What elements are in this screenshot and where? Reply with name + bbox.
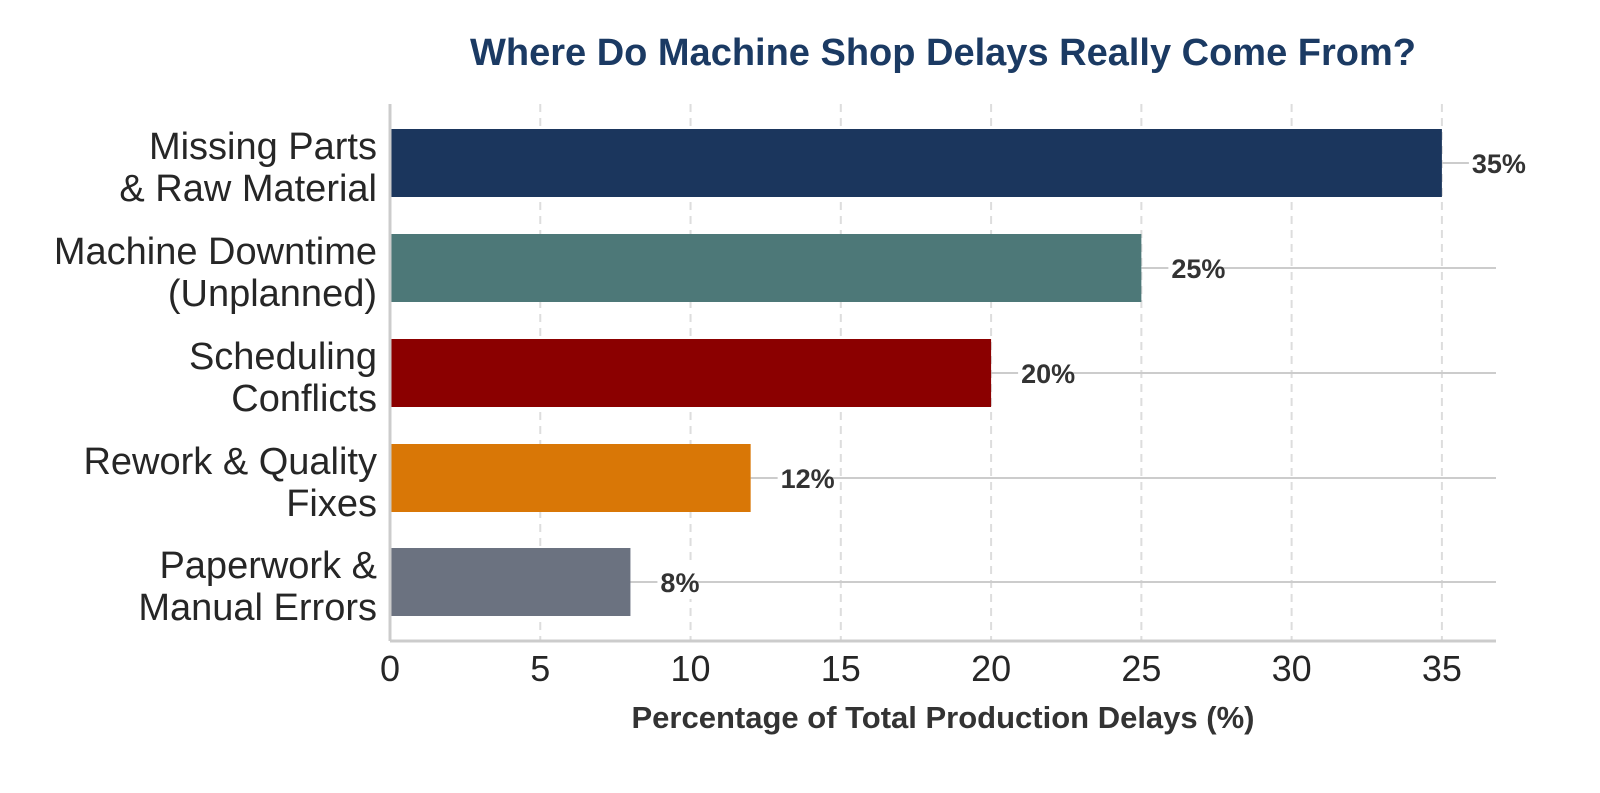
category-label: Rework & Quality Fixes — [83, 441, 377, 525]
bar — [390, 234, 1142, 302]
x-tick-label: 20 — [971, 648, 1011, 689]
data-labels: 35% 25% 20% 12% 8% — [657, 146, 1526, 599]
category-label: Machine Downtime (Unplanned) — [54, 231, 377, 315]
data-label-background — [777, 461, 829, 495]
x-tick-label: 10 — [671, 648, 711, 689]
x-tick-label: 0 — [380, 648, 400, 689]
data-label: 35% — [1472, 149, 1526, 179]
bars — [390, 129, 1442, 616]
category-label-line: Fixes — [286, 483, 377, 525]
data-label-background — [657, 565, 694, 599]
data-label-background — [1168, 251, 1220, 285]
data-label: 25% — [1171, 254, 1225, 284]
bar — [390, 129, 1442, 197]
category-label-line: (Unplanned) — [168, 273, 377, 315]
x-tick-label: 25 — [1121, 648, 1161, 689]
x-tick-labels: 0 5 10 15 20 25 30 35 — [380, 648, 1462, 689]
bar — [390, 548, 631, 616]
category-label: Scheduling Conflicts — [189, 336, 377, 420]
x-tick-label: 5 — [530, 648, 550, 689]
category-label-line: Machine Downtime — [54, 231, 377, 273]
category-label-line: Manual Errors — [138, 587, 377, 629]
category-label-line: Conflicts — [231, 378, 377, 420]
x-tick-label: 15 — [821, 648, 861, 689]
category-label: Missing Parts & Raw Material — [119, 126, 377, 210]
axes — [388, 104, 1496, 643]
data-label-background — [1468, 146, 1520, 180]
chart-title: Where Do Machine Shop Delays Really Come… — [470, 32, 1416, 74]
data-label: 8% — [660, 568, 699, 598]
category-label-line: Scheduling — [189, 336, 377, 378]
category-label-line: Rework & Quality — [83, 441, 377, 483]
bar — [390, 339, 992, 407]
category-labels: Missing Parts & Raw Material Machine Downt… — [54, 126, 377, 629]
category-label-line: Missing Parts — [149, 126, 377, 168]
data-label-background — [1018, 356, 1070, 390]
data-label: 20% — [1021, 359, 1075, 389]
x-axis-title: Percentage of Total Production Delays (%… — [632, 700, 1255, 735]
x-tick-label: 30 — [1272, 648, 1312, 689]
bar — [390, 444, 751, 512]
category-label-line: Paperwork & — [159, 545, 377, 587]
category-label-line: & Raw Material — [119, 168, 377, 210]
data-label: 12% — [781, 464, 835, 494]
category-label: Paperwork & Manual Errors — [138, 545, 377, 629]
x-tick-label: 35 — [1422, 648, 1462, 689]
